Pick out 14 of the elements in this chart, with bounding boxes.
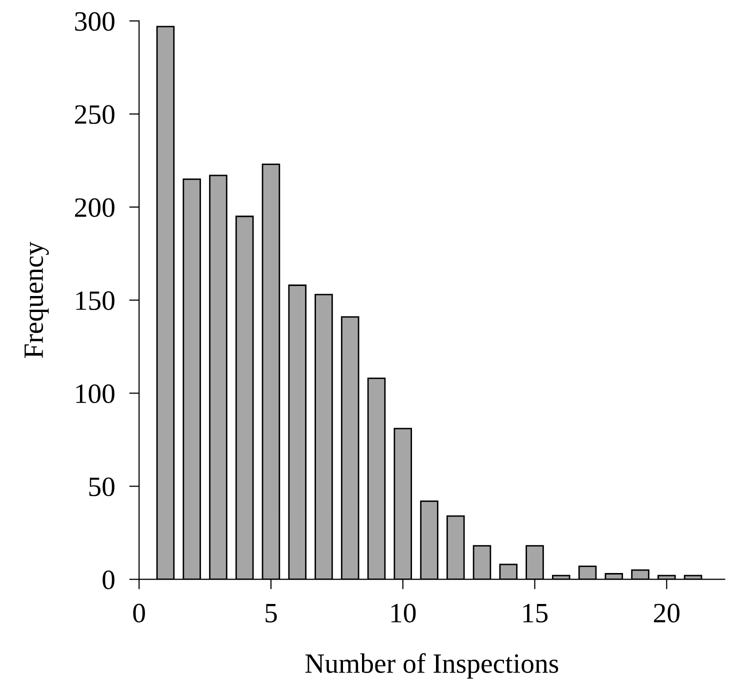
- y-tick-label: 300: [75, 12, 114, 31]
- y-axis-title: Frequency: [24, 242, 49, 358]
- y-tick-label: 200: [75, 198, 114, 217]
- x-tick-label: 20: [654, 604, 680, 622]
- x-axis-title: Number of Inspections: [305, 653, 558, 679]
- x-tick-label: 10: [391, 604, 416, 622]
- y-tick-label: 0: [102, 570, 114, 590]
- y-tick-label: 250: [75, 105, 114, 124]
- x-tick-label: 0: [133, 604, 145, 622]
- x-tick-label: 15: [523, 604, 548, 622]
- y-tick-label: 100: [76, 384, 114, 404]
- y-tick-label: 50: [89, 477, 114, 496]
- x-tick-label: 5: [266, 604, 277, 622]
- y-tick-label: 150: [76, 291, 114, 310]
